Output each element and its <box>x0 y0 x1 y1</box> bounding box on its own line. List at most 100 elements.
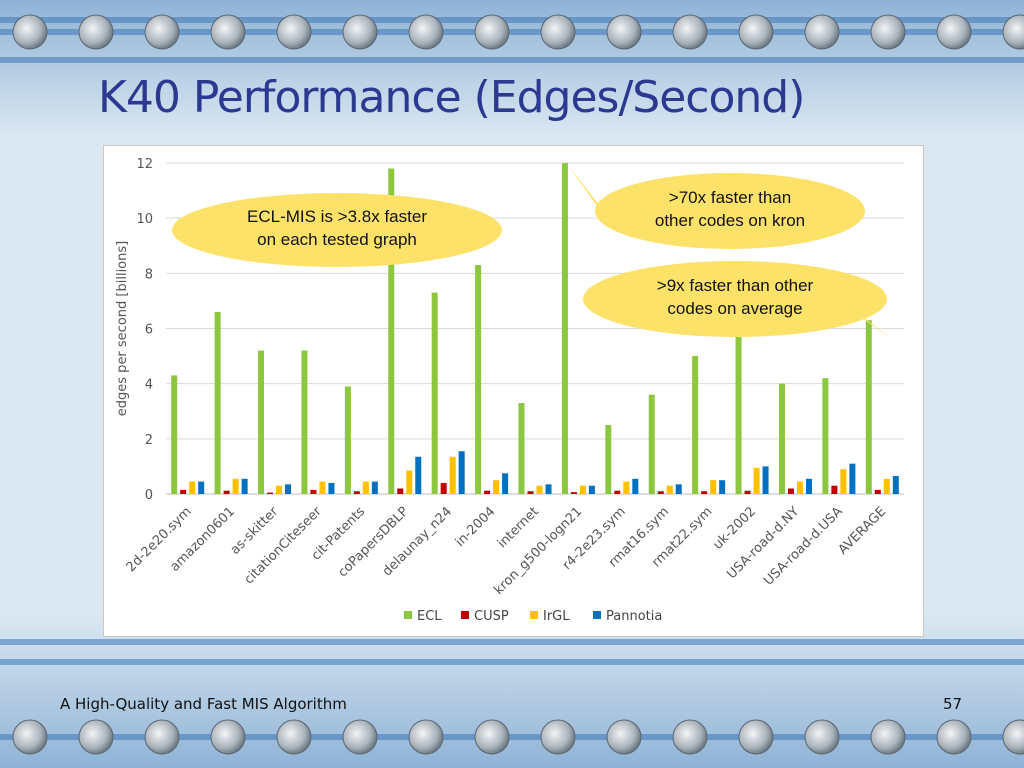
footer-text: A High-Quality and Fast MIS Algorithm <box>60 695 347 713</box>
bar-pannotia <box>198 481 205 494</box>
bar-ecl <box>822 378 829 494</box>
bar-ecl <box>865 320 872 494</box>
bar-cusp <box>484 490 491 494</box>
bar-pannotia <box>545 484 552 494</box>
callout-bubble: >9x faster than other codes on average <box>583 261 893 339</box>
legend-swatch <box>593 611 601 619</box>
bar-irgl <box>666 485 673 494</box>
bar-cusp <box>353 491 360 494</box>
circuit-pin <box>474 14 510 50</box>
bar-cusp <box>787 488 794 494</box>
circuit-pin <box>672 14 708 50</box>
bar-cusp <box>397 488 404 494</box>
callout-text: codes on average <box>667 299 802 318</box>
circuit-pin <box>870 14 906 50</box>
bar-irgl <box>276 485 283 494</box>
y-tick-label: 10 <box>136 212 153 227</box>
bar-cusp <box>267 492 274 494</box>
y-axis-title: edges per second [billions] <box>115 241 130 416</box>
bar-ecl <box>778 383 785 494</box>
bar-cusp <box>614 490 621 494</box>
bar-irgl <box>710 480 717 494</box>
bar-ecl <box>301 350 308 494</box>
callout-text: >70x faster than <box>669 188 791 207</box>
bar-cusp <box>701 491 708 494</box>
y-tick-label: 8 <box>145 267 153 282</box>
bar-cusp <box>874 489 881 494</box>
bar-irgl <box>796 481 803 494</box>
circuit-pin <box>12 719 48 755</box>
bar-cusp <box>831 485 838 494</box>
circuit-pin <box>870 719 906 755</box>
bar-irgl <box>883 478 890 494</box>
bar-pannotia <box>328 482 335 494</box>
y-tick-label: 4 <box>145 378 153 393</box>
callout-text: ECL-MIS is >3.8x faster <box>247 207 427 226</box>
circuit-pin <box>276 14 312 50</box>
bar-cusp <box>527 491 534 494</box>
bar-irgl <box>449 456 456 494</box>
circuit-pin <box>1002 14 1024 50</box>
y-tick-label: 0 <box>145 488 153 503</box>
bar-irgl <box>623 481 630 494</box>
callout-text: >9x faster than other <box>657 276 814 295</box>
circuit-pin <box>474 719 510 755</box>
bar-chart: 0 2 4 6 8 10 12 edges per second [billions] 2d-2… <box>115 157 904 624</box>
circuit-pin <box>408 719 444 755</box>
legend-label: CUSP <box>474 609 509 624</box>
callout-ellipse <box>172 193 502 267</box>
x-tick-label: USA-road-d.USA <box>761 504 846 589</box>
y-axis-ticks: 0 2 4 6 8 10 12 <box>136 157 153 503</box>
bar-cusp <box>180 489 187 494</box>
legend-swatch <box>530 611 538 619</box>
circuit-pin <box>804 719 840 755</box>
circuit-pin <box>672 719 708 755</box>
x-tick-label: AVERAGE <box>836 504 889 557</box>
bar-irgl <box>536 485 543 494</box>
legend-swatch <box>404 611 412 619</box>
callouts: ECL-MIS is >3.8x faster on each tested gr… <box>172 166 893 339</box>
bar-irgl <box>232 478 239 494</box>
circuit-pin <box>342 719 378 755</box>
bar-ecl <box>605 425 612 494</box>
circuit-pin <box>936 719 972 755</box>
callout-bubble: ECL-MIS is >3.8x faster on each tested gr… <box>172 193 502 267</box>
bar-irgl <box>753 467 760 494</box>
y-tick-label: 2 <box>145 433 153 448</box>
bar-pannotia <box>762 466 769 494</box>
bar-ecl <box>388 168 395 494</box>
circuit-pin <box>606 719 642 755</box>
bar-pannotia <box>805 478 812 494</box>
legend-label: IrGL <box>543 609 570 624</box>
bar-ecl <box>518 402 525 494</box>
legend-swatch <box>461 611 469 619</box>
bar-pannotia <box>632 478 639 494</box>
circuit-pin <box>144 14 180 50</box>
bar-irgl <box>319 481 326 494</box>
circuit-pin <box>936 14 972 50</box>
bar-ecl <box>431 292 438 494</box>
bar-ecl <box>735 336 742 494</box>
callout-text: on each tested graph <box>257 230 417 249</box>
circuit-pin <box>408 14 444 50</box>
bar-pannotia <box>719 480 726 494</box>
circuit-pin <box>78 14 114 50</box>
bar-ecl <box>214 311 221 494</box>
bar-ecl <box>648 394 655 494</box>
circuit-pin <box>210 719 246 755</box>
chart-panel: 0 2 4 6 8 10 12 edges per second [billions] 2d-2… <box>103 145 924 637</box>
bar-cusp <box>223 490 230 494</box>
circuit-pin <box>738 14 774 50</box>
bar-cusp <box>440 482 447 494</box>
circuit-pin <box>1002 719 1024 755</box>
callout-ellipse <box>595 173 865 249</box>
slide-title: K40 Performance (Edges/Second) <box>98 72 805 123</box>
circuit-pin <box>144 719 180 755</box>
bar-cusp <box>310 489 317 494</box>
circuit-pin <box>738 719 774 755</box>
y-tick-label: 12 <box>136 157 153 172</box>
circuit-pin <box>210 14 246 50</box>
x-axis-labels: 2d-2e20.symamazon0601as-skittercitationC… <box>124 504 890 598</box>
bar-cusp <box>744 490 751 494</box>
bar-pannotia <box>892 476 899 494</box>
